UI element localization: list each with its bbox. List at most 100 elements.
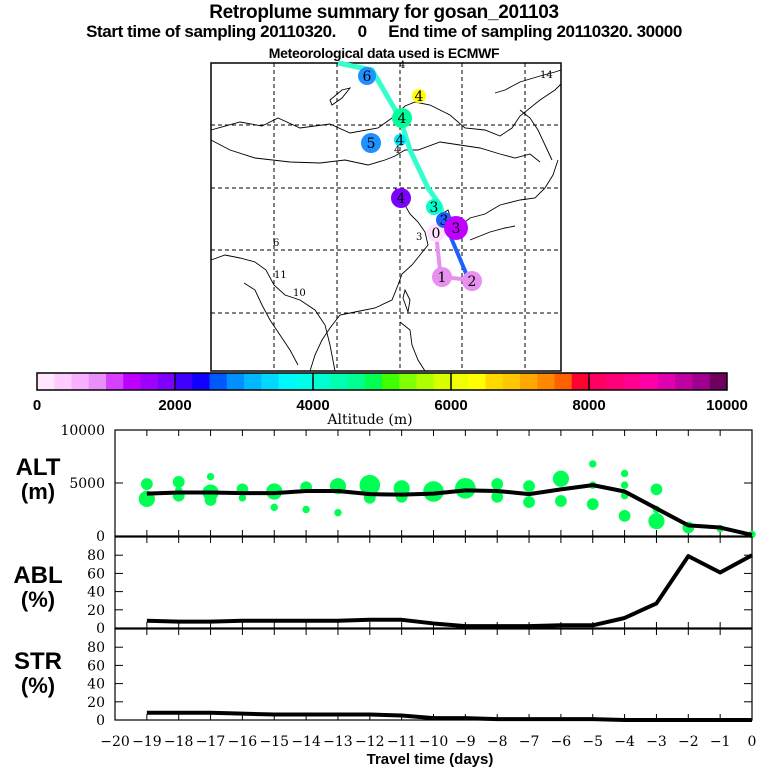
map-frame [210,62,562,372]
panel-frame [114,536,753,629]
y-tick-label: 0 [96,713,105,729]
panel-alt: 10000 5000 0 [60,423,756,545]
colorbar-cell [554,373,573,390]
series-line-abl [146,553,753,629]
y-tick-label: 0 [96,621,105,637]
x-tick-label: −13 [323,734,353,750]
map-label: 3 [416,232,422,243]
colorbar-ticks: 0 2000 4000 6000 8000 10000 [33,397,748,414]
colorbar-cell [244,373,262,390]
y-tick-label: 0 [96,529,105,545]
x-tick-label: −8 [487,734,508,750]
panel-str: 80 60 40 20 0 [87,628,753,729]
colorbar-tick-label: 8000 [572,397,605,414]
altitude-cluster-point [393,480,410,497]
colorbar-cell [640,373,659,390]
colorbar-cell [175,373,193,390]
x-tick-label: −11 [387,734,417,750]
altitude-cluster-point [491,478,504,490]
altitude-cluster-point [359,474,381,496]
trajectory-marker-dot [358,67,376,85]
x-tick-label: −14 [291,734,321,750]
colorbar-cell [658,373,676,390]
colorbar-cell [88,373,107,390]
colorbar-cell [382,373,400,390]
colorbar-cell [623,373,642,390]
colorbar-cell [140,373,159,390]
altitude-cluster-point [589,460,597,468]
altitude-cluster-point [238,494,247,502]
colorbar-cell [123,373,141,390]
trajectory-marker-label: 3 [440,213,449,229]
colorbar-cell [589,373,607,390]
trajectory-marker-label: 3 [452,221,461,237]
altitude-cluster-point [423,481,444,502]
trajectory-marker: 0 [427,224,445,242]
colorbar-tick-label: 10000 [706,397,748,414]
x-tick-label: −20 [100,734,130,750]
trajectory-marker: 4 [392,108,412,128]
trajectory-marker: 3 [444,216,468,240]
x-tick-label: −15 [259,734,289,750]
colorbar-cell [537,373,555,390]
trajectory-marker-label: 4 [398,111,407,127]
trajectory-marker-dot [361,133,381,153]
x-tick-label: −17 [196,734,226,750]
trajectory-marker: 3 [426,199,442,216]
x-tick-label: −10 [419,734,449,750]
x-tick-label: 0 [748,734,757,750]
altitude-cluster-point [140,478,153,490]
trajectory-marker-label: 5 [367,136,376,152]
altitude-cluster-point [620,481,629,489]
met-data-line: Meteorological data used is ECMWF [268,45,500,61]
map-small-labels: 14 6 11 10 3 4 4 [273,60,553,299]
trajectory-marker-dot [394,134,406,146]
altitude-cluster-point [204,494,217,506]
str-panel-label: STR (%) [8,650,68,698]
series-line-str [146,710,752,722]
map-label: 14 [540,70,553,81]
trajectory-marker: 4 [394,133,406,149]
y-tick-label: 60 [87,658,105,674]
x-tick-label: −9 [455,734,476,750]
str-label: STR [14,648,62,675]
colorbar-cell [571,373,590,390]
colorbar-cell [278,373,297,390]
y-tick-label: 20 [87,695,105,711]
trajectory-marker-dot [426,199,442,215]
y-tick-label: 5000 [69,476,105,492]
colorbar-cell [192,373,210,390]
altitude-cluster-point [491,490,504,503]
colorbar-tick-label: 6000 [434,397,467,414]
x-tick-label: −1 [710,734,731,750]
panel-frame [114,628,753,721]
y-tick-label: 80 [87,548,105,564]
trajectory-marker: 5 [361,133,381,153]
x-tick-label: −7 [519,734,540,750]
colorbar-cell [106,373,124,390]
y-tick-label: 40 [87,677,105,693]
series-line-alt [146,483,753,537]
trajectory-marker-dot [462,271,482,291]
colorbar-cell [675,373,693,390]
chart-title: Retroplume summary for gosan_201103 [209,2,559,23]
trajectory-marker-label: 0 [432,226,441,242]
x-tick-label: −2 [678,734,699,750]
y-tick-label: 20 [87,603,105,619]
trajectory-marker: 2 [462,271,482,291]
colorbar-tick-label: 4000 [296,397,329,414]
colorbar-cell [37,373,55,390]
x-tick-label: −5 [582,734,603,750]
x-tick-label: −6 [551,734,572,750]
altitude-cluster-point [270,503,278,512]
trajectory-marker-label: 4 [397,191,406,207]
altitude-cluster-point [334,508,342,517]
x-tick-label: −16 [228,734,258,750]
colorbar-cell [209,373,228,390]
trajectory-marker: 4 [391,188,411,208]
y-tick-label: 10000 [60,423,105,439]
altitude-cluster-point [620,469,629,478]
altitude-cluster-point [206,472,215,481]
